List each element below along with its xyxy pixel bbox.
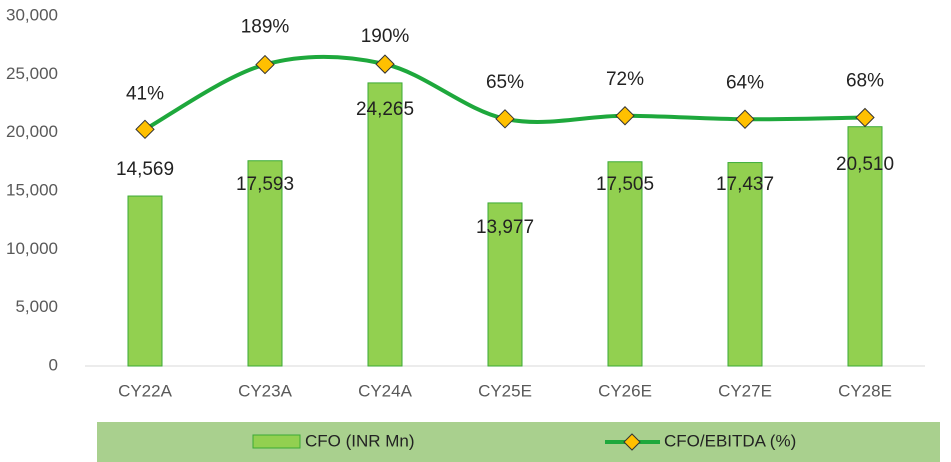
marker [855,107,875,128]
x-tick-label: CY24A [358,381,413,400]
data-label: 190% [361,26,410,47]
legend-label: CFO (INR Mn) [305,431,415,450]
data-label: 65% [486,72,524,93]
x-tick-label: CY28E [838,381,892,400]
data-label: 72% [606,69,644,90]
marker [375,54,395,74]
bar [727,162,763,367]
x-tick-label: CY23A [238,381,293,400]
x-tick-label: CY27E [718,381,772,400]
marker [495,109,515,129]
marker [255,54,275,75]
data-label: 17,505 [596,174,654,195]
legend-swatch [252,434,301,449]
data-label: 189% [241,17,290,38]
data-label: 14,569 [116,159,174,180]
data-label: 24,265 [356,99,414,120]
x-tick-label: CY26E [598,381,652,400]
bar [127,195,163,367]
bar [487,202,523,367]
legend-label: CFO/EBITDA (%) [664,431,796,450]
x-tick-label: CY25E [478,381,532,400]
legend-band [97,422,940,462]
legend-marker [623,433,641,451]
data-label: 17,437 [716,174,774,195]
marker [735,109,755,129]
data-label: 13,977 [476,217,534,238]
data-label: 68% [846,71,884,92]
y-tick-label: 15,000 [6,180,58,199]
bar [247,160,283,367]
marker [135,119,155,140]
bar [367,82,403,367]
y-tick-label: 20,000 [6,122,58,141]
marker [615,106,635,126]
x-tick-label: CY22A [118,381,173,400]
y-tick-label: 10,000 [6,239,58,258]
data-label: 64% [726,72,764,93]
y-tick-label: 30,000 [6,5,58,24]
data-label: 17,593 [236,174,294,195]
y-tick-label: 0 [49,355,58,374]
bar [847,126,883,367]
data-label: 41% [126,83,164,104]
data-label: 20,510 [836,154,894,175]
y-tick-label: 5,000 [15,297,58,316]
y-tick-label: 25,000 [6,64,58,83]
bar [607,161,643,367]
